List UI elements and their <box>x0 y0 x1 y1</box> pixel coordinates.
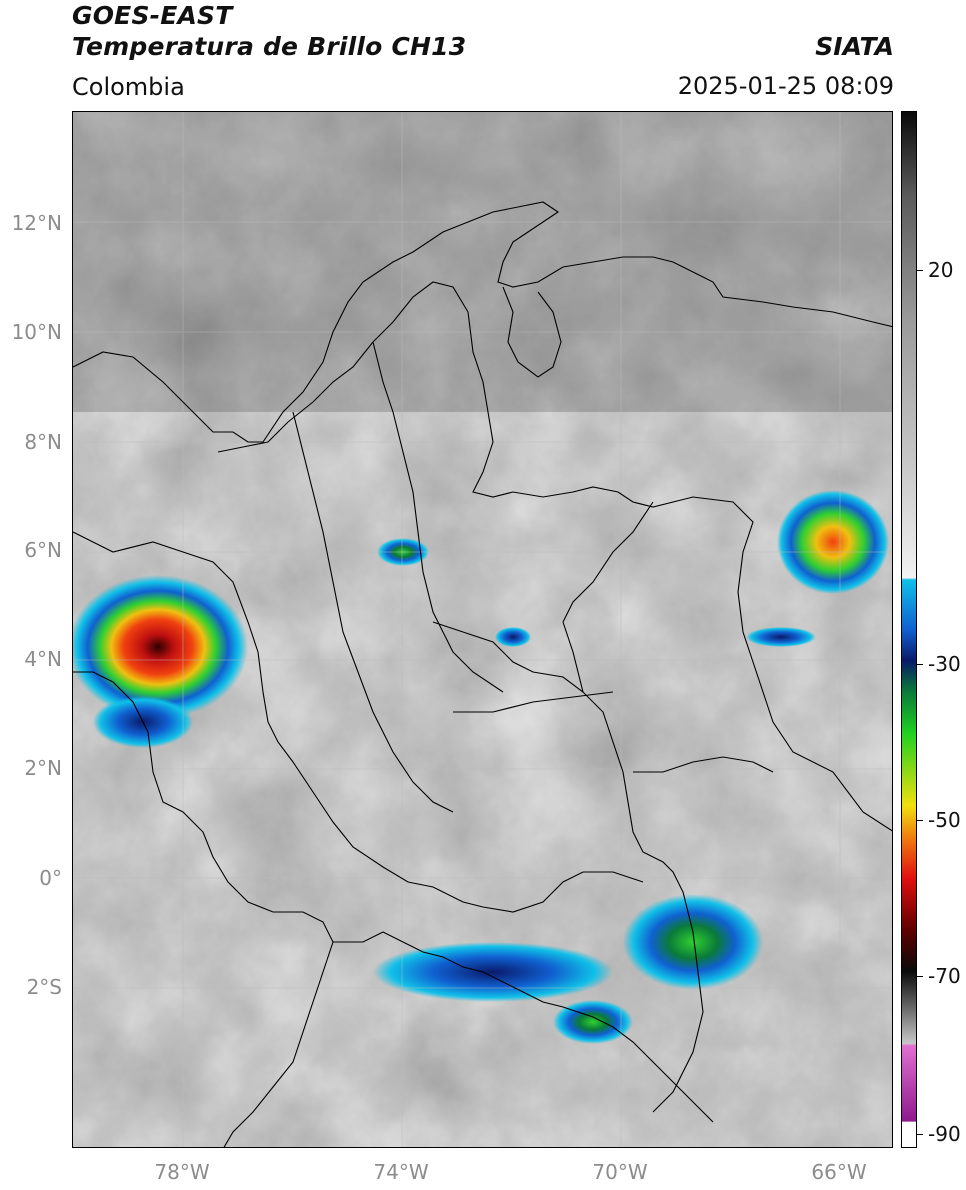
lon-label-78w: 78°W <box>154 1160 210 1184</box>
graticule <box>73 112 892 1147</box>
storm-cell-east <box>746 627 816 647</box>
title-right-block: SIATA 2025-01-25 08:09 <box>678 31 894 101</box>
colorbar-tick-20 <box>917 270 923 271</box>
colorbar-tick-minus70 <box>917 976 923 977</box>
lat-label-10n: 10°N <box>11 320 62 344</box>
colorbar-tick-minus30 <box>917 664 923 665</box>
colorbar-label-20: 20 <box>928 258 954 282</box>
colorbar-label-minus30: -30 <box>928 652 961 676</box>
storm-cell-amazon-south <box>553 1000 633 1044</box>
satellite-title: GOES-EAST <box>72 1 233 30</box>
product-title: Temperatura de Brillo CH13 <box>72 32 467 61</box>
title-block: GOES-EAST Temperatura de Brillo CH13 Col… <box>72 0 466 102</box>
lon-label-70w: 70°W <box>592 1160 648 1184</box>
colorbar-tick-minus90 <box>917 1134 923 1135</box>
storm-cell-pacific <box>73 575 248 719</box>
map-svg <box>73 112 892 1147</box>
colorbar-tick-minus50 <box>917 820 923 821</box>
borders <box>73 201 892 1147</box>
satellite-map <box>72 111 893 1148</box>
lat-label-2n: 2°N <box>24 756 62 780</box>
temperature-colorbar <box>901 111 917 1148</box>
lat-label-12n: 12°N <box>11 211 62 235</box>
storm-cell-amazon <box>623 894 763 990</box>
colorbar-label-minus50: -50 <box>928 808 961 832</box>
lon-label-74w: 74°W <box>373 1160 429 1184</box>
storm-band-amazon <box>373 942 613 1002</box>
caribbean-darker-area <box>73 112 892 412</box>
datetime-label: 2025-01-25 08:09 <box>677 72 894 100</box>
lat-label-4n: 4°N <box>24 647 62 671</box>
colorbar-label-minus70: -70 <box>928 964 961 988</box>
storm-cell-llanos <box>495 627 531 647</box>
agency-label: SIATA <box>815 32 894 61</box>
lat-label-8n: 8°N <box>24 430 62 454</box>
lat-label-0: 0° <box>39 866 62 890</box>
lon-label-66w: 66°W <box>811 1160 867 1184</box>
storm-cell-venezuela <box>777 490 889 594</box>
lat-label-2s: 2°S <box>26 975 62 999</box>
colorbar-label-minus90: -90 <box>928 1122 961 1146</box>
lat-label-6n: 6°N <box>24 538 62 562</box>
region-label: Colombia <box>72 73 185 101</box>
